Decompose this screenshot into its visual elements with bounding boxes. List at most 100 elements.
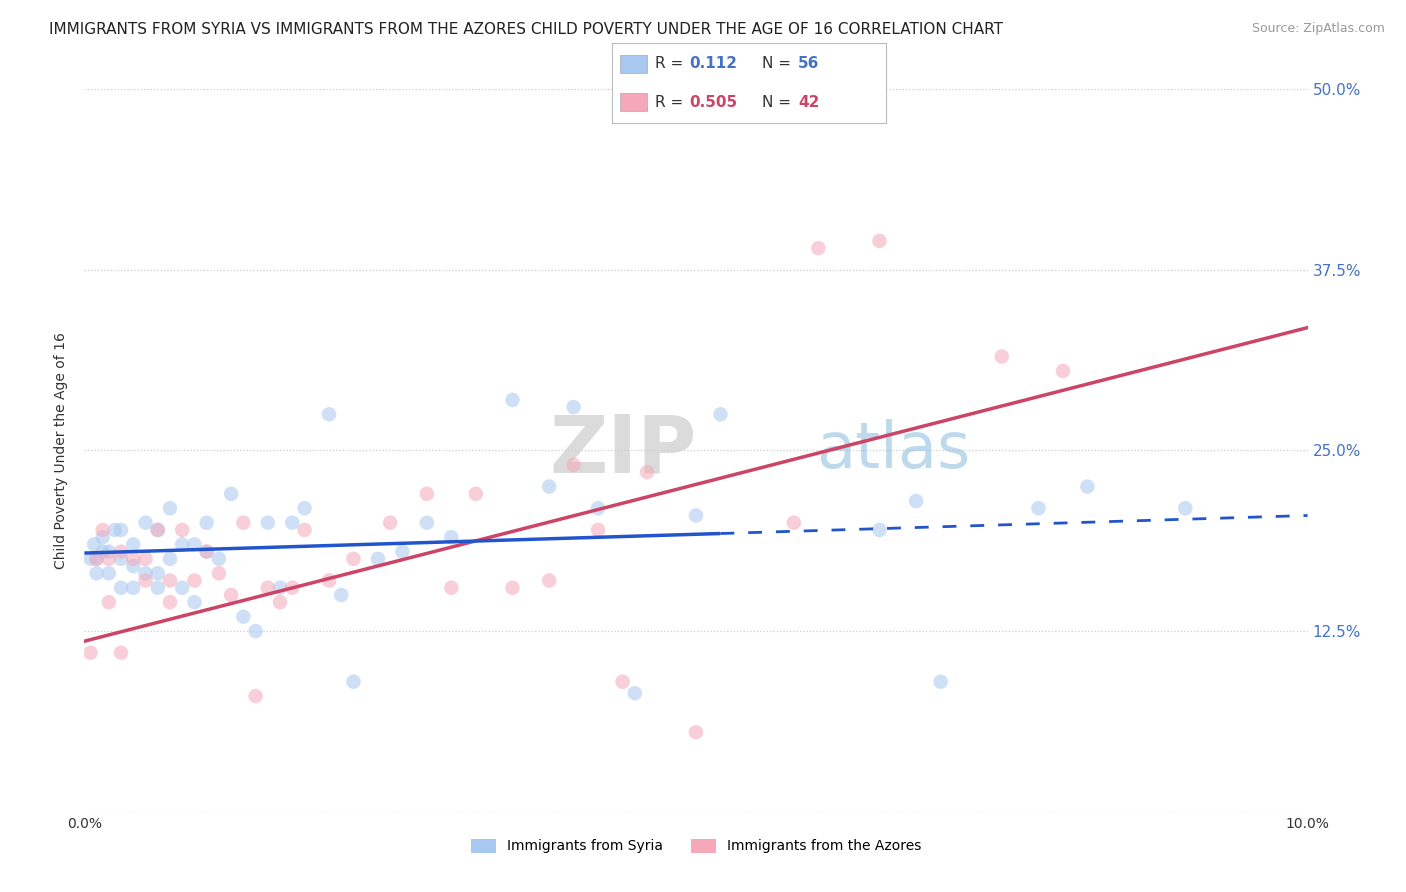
Text: 0.505: 0.505 [690,95,738,110]
Point [416,516,439,530]
Point [219,487,242,501]
Point [783,516,806,530]
Point [183,537,205,551]
Point [146,581,169,595]
Point [869,523,891,537]
Point [281,581,304,595]
Legend: Immigrants from Syria, Immigrants from the Azores: Immigrants from Syria, Immigrants from t… [465,833,927,859]
Point [110,523,132,537]
Point [135,574,157,588]
Point [86,566,108,581]
Text: N =: N = [762,56,796,71]
Point [1028,501,1050,516]
Point [281,516,304,530]
Point [79,646,101,660]
Point [380,516,402,530]
Point [97,544,120,558]
Point [159,574,181,588]
Point [159,551,181,566]
FancyBboxPatch shape [620,55,647,73]
Point [135,566,157,581]
Point [257,516,280,530]
Y-axis label: Child Poverty Under the Age of 16: Child Poverty Under the Age of 16 [55,332,69,569]
Point [172,581,194,595]
Point [122,559,145,574]
Point [807,241,830,255]
Point [110,581,132,595]
Point [391,544,413,558]
Point [1076,480,1098,494]
Point [538,574,561,588]
Point [208,551,231,566]
Point [83,537,105,551]
Point [219,588,242,602]
Point [146,523,169,537]
Point [464,487,486,501]
Point [416,487,439,501]
Point [195,516,218,530]
Text: 56: 56 [799,56,820,71]
Point [636,465,658,479]
Point [612,674,634,689]
Point [172,523,194,537]
Point [208,566,231,581]
Point [110,544,132,558]
Point [929,674,952,689]
Point [195,544,218,558]
Point [122,581,145,595]
Point [905,494,928,508]
Point [991,350,1014,364]
Point [86,551,108,566]
Point [97,595,120,609]
Point [294,501,316,516]
Point [538,480,561,494]
Point [709,407,731,421]
Point [159,501,181,516]
Point [1052,364,1074,378]
Point [172,537,194,551]
Point [502,581,524,595]
Point [97,566,120,581]
Point [342,674,364,689]
Point [342,551,364,566]
Point [104,523,127,537]
Point [91,544,114,558]
Point [562,458,585,472]
Point [624,686,647,700]
Text: Source: ZipAtlas.com: Source: ZipAtlas.com [1251,22,1385,36]
Point [269,581,291,595]
Point [502,392,524,407]
Point [146,566,169,581]
Point [79,551,101,566]
Text: 42: 42 [799,95,820,110]
Text: R =: R = [655,56,689,71]
Point [195,544,218,558]
Point [330,588,353,602]
Point [269,595,291,609]
Point [183,574,205,588]
Text: 0.112: 0.112 [690,56,738,71]
Point [318,574,340,588]
Point [257,581,280,595]
Point [586,501,609,516]
Text: ZIP: ZIP [550,411,696,490]
Text: atlas: atlas [815,419,970,482]
Point [685,508,707,523]
Point [135,516,157,530]
Text: IMMIGRANTS FROM SYRIA VS IMMIGRANTS FROM THE AZORES CHILD POVERTY UNDER THE AGE : IMMIGRANTS FROM SYRIA VS IMMIGRANTS FROM… [49,22,1004,37]
Point [367,551,389,566]
Point [110,646,132,660]
Point [294,523,316,537]
Text: N =: N = [762,95,796,110]
Point [586,523,609,537]
Point [318,407,340,421]
Point [159,595,181,609]
Point [869,234,891,248]
Point [97,551,120,566]
Text: R =: R = [655,95,689,110]
Point [1174,501,1197,516]
Point [685,725,707,739]
Point [91,523,114,537]
Point [122,537,145,551]
Point [135,551,157,566]
